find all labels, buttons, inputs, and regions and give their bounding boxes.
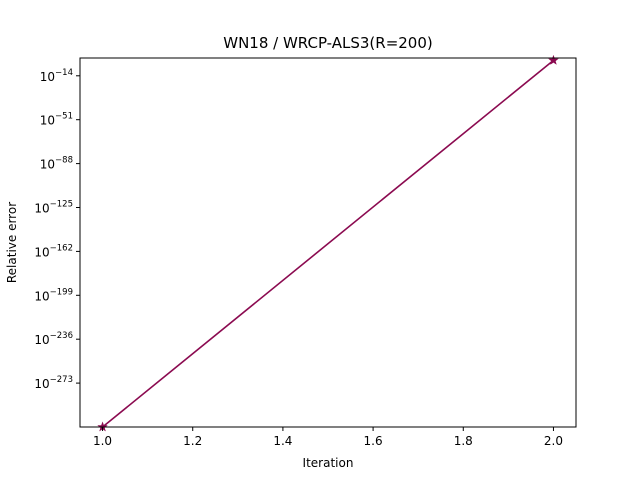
- x-tick-label: 1.6: [364, 434, 383, 448]
- y-tick-base: 10: [34, 245, 49, 259]
- y-tick-base: 10: [40, 158, 55, 172]
- y-tick-label: 10−51: [40, 112, 73, 128]
- y-tick-exponent: −236: [50, 331, 73, 341]
- y-tick-label: 10−125: [34, 199, 73, 215]
- x-axis-label: Iteration: [303, 456, 354, 470]
- y-tick-label: 10−162: [34, 243, 73, 259]
- y-axis-label: Relative error: [5, 202, 19, 283]
- y-tick-exponent: −14: [55, 68, 73, 78]
- y-tick-base: 10: [34, 333, 49, 347]
- x-tick-label: 1.4: [273, 434, 292, 448]
- y-tick-label: 10−273: [34, 375, 73, 391]
- y-tick-base: 10: [34, 201, 49, 215]
- y-tick-base: 10: [34, 377, 49, 391]
- chart-title: WN18 / WRCP-ALS3(R=200): [223, 34, 433, 52]
- x-tick-label: 1.0: [93, 434, 112, 448]
- y-tick-base: 10: [34, 289, 49, 303]
- y-tick-label: 10−236: [34, 331, 73, 347]
- y-tick-label: 10−88: [40, 156, 73, 172]
- y-tick-exponent: −162: [50, 243, 73, 253]
- data-point-marker: [548, 54, 559, 65]
- plot-frame: [79, 57, 577, 428]
- series-line: [102, 59, 554, 428]
- y-tick-exponent: −125: [50, 199, 73, 209]
- y-tick-base: 10: [40, 70, 55, 84]
- y-tick-exponent: −88: [55, 156, 73, 166]
- x-tick-label: 1.8: [454, 434, 473, 448]
- x-tick-label: 2.0: [544, 434, 563, 448]
- y-tick-base: 10: [40, 114, 55, 128]
- y-tick-label: 10−14: [40, 68, 73, 84]
- y-tick-label: 10−199: [34, 287, 73, 303]
- y-tick-exponent: −51: [55, 112, 73, 122]
- x-tick-label: 1.2: [183, 434, 202, 448]
- y-tick-exponent: −273: [50, 375, 73, 385]
- y-tick-exponent: −199: [50, 287, 73, 297]
